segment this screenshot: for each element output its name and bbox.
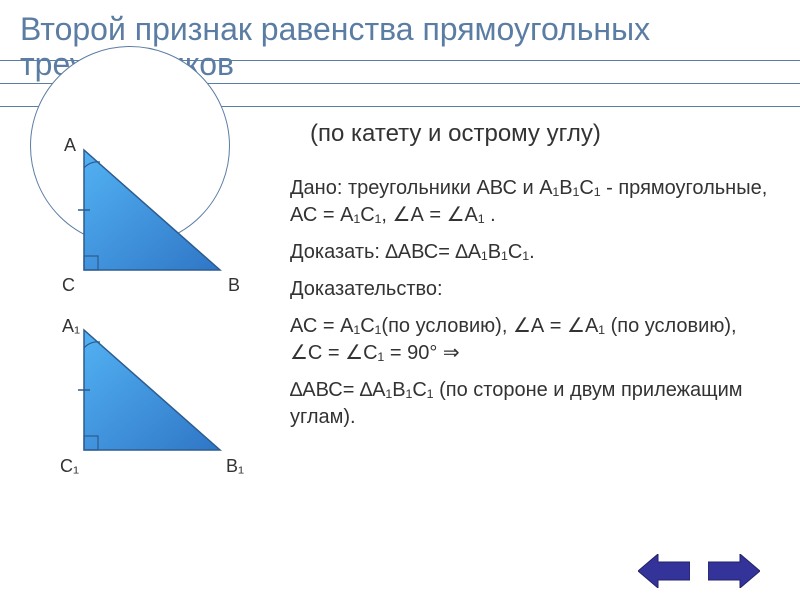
proof-label: Доказательство: xyxy=(290,276,770,303)
label-b: B xyxy=(228,275,240,296)
given-text: Дано: треугольники АВС и А₁В₁С₁ - прямоу… xyxy=(290,175,770,229)
label-c1: C₁ xyxy=(60,456,79,477)
proof-text: Дано: треугольники АВС и А₁В₁С₁ - прямоу… xyxy=(290,175,770,441)
triangle-a1b1c1 xyxy=(60,320,240,470)
label-a: A xyxy=(64,135,76,156)
subtitle: (по катету и острому углу) xyxy=(310,120,760,148)
triangle-abc xyxy=(60,140,240,290)
label-b1: B₁ xyxy=(226,456,244,477)
proof-step1-text: АС = А₁С₁(по условию), ∠А = ∠А₁ (по усло… xyxy=(290,313,770,367)
prev-arrow-icon[interactable] xyxy=(638,554,690,588)
prove-text: Доказать: ∆АВС= ∆А₁В₁С₁. xyxy=(290,239,770,266)
label-c: C xyxy=(62,275,75,296)
label-a1: A₁ xyxy=(62,316,80,337)
next-arrow-icon[interactable] xyxy=(708,554,760,588)
proof-step2-text: ∆АВС= ∆А₁В₁С₁ (по стороне и двум прилежа… xyxy=(290,377,770,431)
